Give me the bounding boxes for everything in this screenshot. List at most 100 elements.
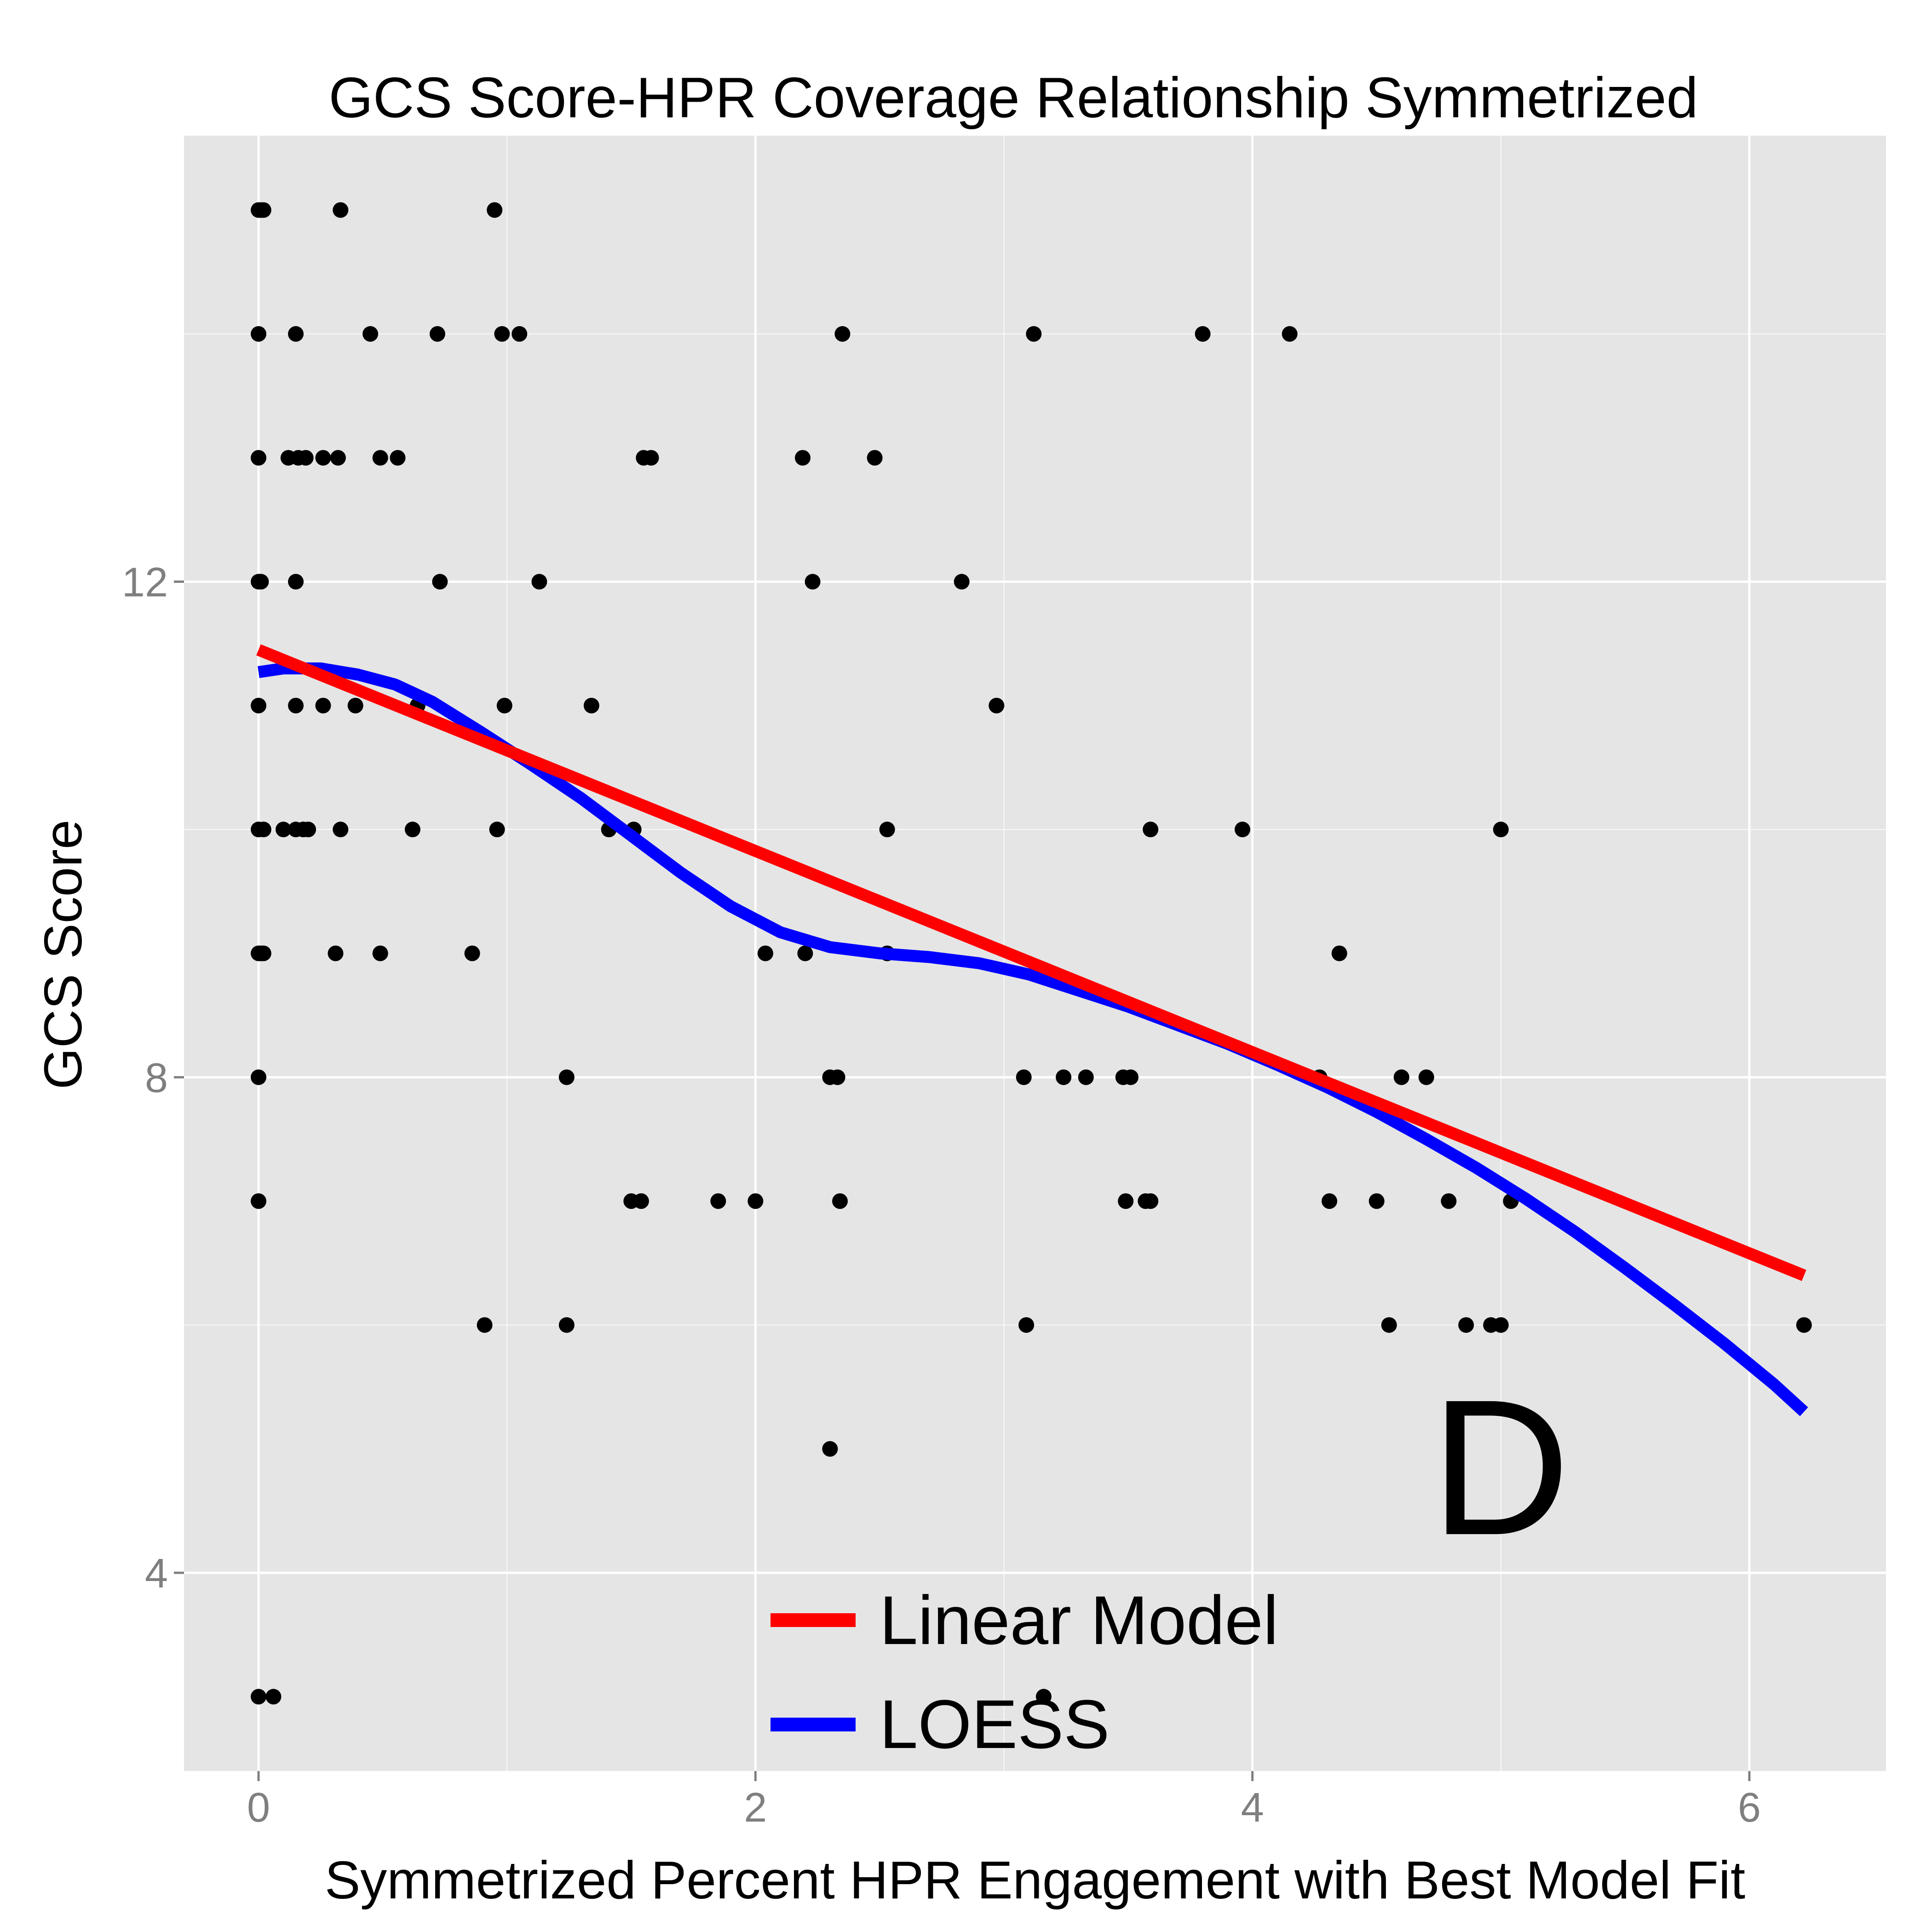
data-point (1016, 1069, 1032, 1085)
data-point (1195, 326, 1211, 342)
data-point (1796, 1317, 1812, 1333)
data-point (1493, 822, 1509, 838)
data-point (404, 822, 420, 838)
data-point (347, 697, 363, 713)
data-point (1018, 1317, 1035, 1333)
data-point (643, 450, 659, 466)
legend: Linear Model LOESS (770, 1581, 1278, 1763)
data-point (372, 450, 388, 466)
data-point (255, 202, 271, 218)
data-point (834, 326, 851, 342)
data-point (255, 822, 271, 838)
data-point (1035, 1689, 1052, 1705)
data-point (989, 697, 1005, 713)
data-point (805, 574, 821, 590)
data-point (251, 1069, 267, 1085)
data-point (251, 326, 267, 342)
data-point (1122, 1069, 1138, 1085)
data-point (487, 202, 503, 218)
data-point (276, 822, 292, 838)
data-point (1143, 822, 1159, 838)
chart-title: GCS Score-HPR Coverage Relationship Symm… (328, 66, 1698, 130)
data-point (1493, 1317, 1509, 1333)
data-point (558, 1069, 575, 1085)
data-point (1143, 1193, 1159, 1209)
data-point (298, 450, 314, 466)
data-point (288, 326, 304, 342)
data-point (330, 450, 346, 466)
legend-linear-label: Linear Model (880, 1581, 1278, 1659)
data-point (251, 697, 267, 713)
data-point (1056, 1069, 1072, 1085)
x-tick-label: 0 (247, 1785, 270, 1831)
data-point (797, 945, 813, 961)
data-point (832, 1193, 848, 1209)
data-point (251, 1689, 267, 1705)
data-point (477, 1317, 493, 1333)
plot-panel (184, 136, 1886, 1771)
data-point (372, 945, 388, 961)
data-point (255, 945, 271, 961)
data-point (1368, 1193, 1385, 1209)
data-point (496, 697, 512, 713)
data-point (1235, 822, 1251, 838)
data-point (829, 1069, 845, 1085)
data-point (633, 1193, 649, 1209)
x-tick-label: 6 (1738, 1785, 1761, 1831)
y-tick-label: 8 (145, 1055, 168, 1101)
data-point (464, 945, 480, 961)
data-point (251, 1193, 267, 1209)
legend-loess-label: LOESS (880, 1685, 1110, 1763)
data-point (822, 1441, 838, 1457)
x-tick-label: 2 (744, 1785, 767, 1831)
data-point (429, 326, 445, 342)
data-point (1322, 1193, 1338, 1209)
data-point (1441, 1193, 1457, 1209)
data-point (390, 450, 406, 466)
loess-line (258, 662, 1808, 1416)
linear-model-line (256, 644, 1806, 1281)
fit-lines (256, 644, 1808, 1416)
x-axis-label: Symmetrized Percent HPR Engagement with … (325, 1850, 1745, 1910)
data-point (251, 450, 267, 466)
data-point (1393, 1069, 1409, 1085)
y-tick-label: 12 (122, 560, 168, 606)
data-point (253, 574, 269, 590)
data-point (1458, 1317, 1474, 1333)
data-point (710, 1193, 726, 1209)
y-tick-label: 4 (145, 1551, 168, 1597)
data-point (300, 822, 316, 838)
data-point (288, 697, 304, 713)
data-point (494, 326, 510, 342)
data-point (1118, 1193, 1134, 1209)
data-point (531, 574, 547, 590)
y-axis-label: GCS Score (33, 820, 93, 1090)
data-point (1418, 1069, 1434, 1085)
data-point (489, 822, 505, 838)
data-point (757, 945, 773, 961)
data-point (583, 697, 599, 713)
data-point (748, 1193, 764, 1209)
panel-letter-d: D (1431, 1360, 1570, 1576)
grid-lines (184, 136, 1886, 1771)
data-point (879, 822, 895, 838)
data-point (432, 574, 448, 590)
data-point (954, 574, 970, 590)
data-point (794, 450, 811, 466)
data-point (1381, 1317, 1397, 1333)
data-point (867, 450, 883, 466)
data-point (265, 1689, 282, 1705)
data-point (333, 202, 349, 218)
data-points (251, 202, 1812, 1705)
data-point (1282, 326, 1298, 342)
data-point (315, 697, 331, 713)
data-point (512, 326, 528, 342)
axis-ticks: 0 2 4 6 4 8 12 (122, 560, 1761, 1831)
data-point (333, 822, 349, 838)
data-point (315, 450, 331, 466)
data-point (558, 1317, 575, 1333)
x-tick-label: 4 (1241, 1785, 1264, 1831)
data-point (288, 574, 304, 590)
data-point (328, 945, 344, 961)
